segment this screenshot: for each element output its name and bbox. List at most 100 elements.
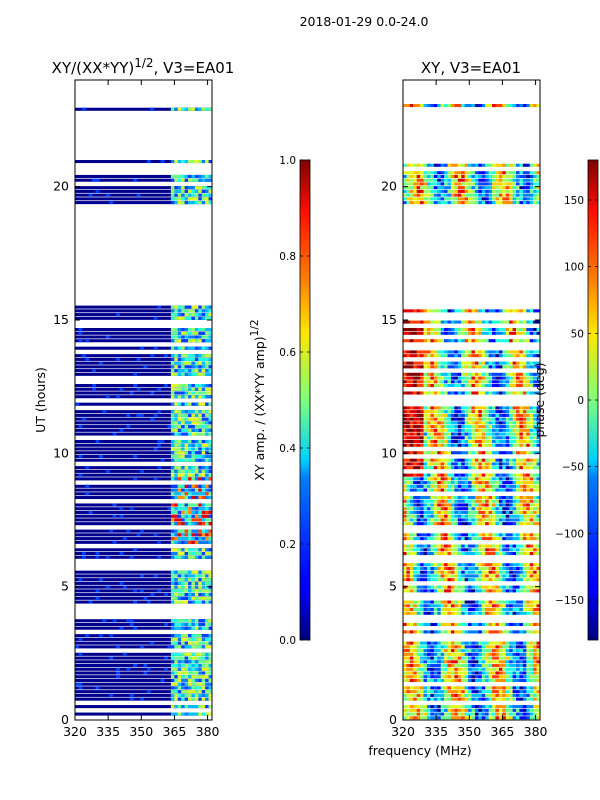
heatmap-cell	[461, 671, 466, 675]
heatmap-row	[75, 477, 212, 481]
heatmap-cell	[170, 645, 175, 649]
heatmap-cell	[522, 350, 527, 354]
heatmap-cell	[116, 671, 120, 675]
heatmap-cell	[177, 421, 182, 425]
heatmap-cell	[509, 380, 513, 384]
heatmap-cell	[516, 432, 520, 436]
heatmap-cell	[433, 189, 438, 193]
heatmap-cell	[416, 189, 421, 193]
heatmap-cell	[522, 406, 527, 410]
heatmap-cell	[146, 160, 151, 164]
heatmap-cell	[403, 656, 407, 660]
heatmap-cell	[170, 186, 175, 190]
heatmap-cell	[184, 428, 189, 432]
heatmap-cell	[512, 380, 517, 384]
heatmap-cell	[170, 537, 175, 541]
heatmap-cell	[529, 570, 534, 574]
heatmap-cell	[471, 193, 476, 197]
heatmap-cell	[174, 656, 179, 660]
heatmap-cell	[194, 488, 199, 492]
heatmap-cell	[526, 425, 531, 429]
heatmap-cell	[184, 369, 189, 373]
heatmap-cell	[461, 163, 466, 167]
heatmap-cell	[208, 335, 212, 339]
heatmap-row	[75, 186, 212, 190]
heatmap-cell	[201, 454, 206, 458]
heatmap-cell	[170, 667, 175, 671]
heatmap-cell	[474, 693, 479, 697]
heatmap-cell	[533, 705, 537, 709]
heatmap-cell	[485, 544, 490, 548]
heatmap-cell	[516, 466, 520, 470]
heatmap-cell	[461, 510, 466, 514]
heatmap-cell	[526, 432, 531, 436]
heatmap-cell	[406, 712, 411, 716]
heatmap-cell	[454, 410, 459, 414]
heatmap-cell	[481, 533, 486, 537]
heatmap-cell	[536, 484, 540, 488]
heatmap-cell	[522, 186, 527, 190]
heatmap-cell	[437, 488, 442, 492]
heatmap-cell	[208, 305, 212, 309]
heatmap-cell	[440, 604, 445, 608]
heatmap-cell	[492, 507, 496, 511]
heatmap-cell	[505, 309, 510, 313]
heatmap-cell	[512, 608, 517, 612]
heatmap-cell	[177, 533, 182, 537]
heatmap-cell	[529, 410, 534, 414]
heatmap-cell	[426, 507, 431, 511]
heatmap-cell	[495, 544, 500, 548]
heatmap-cell	[509, 406, 513, 410]
heatmap-cell	[423, 361, 428, 365]
heatmap-cell	[177, 634, 182, 638]
heatmap-cell	[444, 432, 448, 436]
heatmap-cell	[188, 421, 192, 425]
heatmap-cell	[492, 425, 496, 429]
heatmap-cell	[208, 540, 212, 544]
heatmap-cell	[413, 552, 418, 556]
heatmap-cell	[191, 675, 196, 679]
heatmap-cell	[492, 428, 496, 432]
heatmap-cell	[516, 630, 520, 634]
heatmap-cell	[198, 107, 203, 111]
heatmap-cell	[208, 537, 212, 541]
heatmap-cell	[437, 178, 442, 182]
heatmap-cell	[471, 671, 476, 675]
heatmap-cell	[485, 361, 490, 365]
heatmap-row	[75, 328, 212, 332]
heatmap-cell	[416, 413, 421, 417]
heatmap-cell	[146, 600, 151, 604]
heatmap-cell	[526, 178, 531, 182]
heatmap-cell	[450, 425, 455, 429]
heatmap-cell	[198, 331, 203, 335]
heatmap-cell	[529, 451, 534, 455]
heatmap-cell	[481, 350, 486, 354]
heatmap-cell	[413, 484, 418, 488]
heatmap-cell	[498, 189, 503, 193]
heatmap-cell	[492, 514, 496, 518]
heatmap-cell	[454, 600, 459, 604]
heatmap-cell	[492, 473, 496, 477]
heatmap-cell	[529, 458, 534, 462]
heatmap-cell	[461, 566, 466, 570]
heatmap-cell	[409, 193, 414, 197]
heatmap-cell	[205, 417, 209, 421]
heatmap-cell	[488, 671, 493, 675]
heatmap-cell	[205, 667, 209, 671]
heatmap-cell	[474, 667, 479, 671]
heatmap-cell	[184, 533, 189, 537]
heatmap-cell	[485, 690, 490, 694]
heatmap-cell	[492, 443, 496, 447]
heatmap-cell	[433, 552, 438, 556]
heatmap-cell	[177, 477, 182, 481]
heatmap-cell	[454, 544, 459, 548]
heatmap-cell	[450, 503, 455, 507]
heatmap-cell	[488, 421, 493, 425]
heatmap-cell	[174, 458, 179, 462]
heatmap-cell	[485, 563, 490, 567]
heatmap-cell	[519, 189, 524, 193]
heatmap-cell	[495, 462, 500, 466]
heatmap-cell	[526, 574, 531, 578]
heatmap-cell	[502, 690, 507, 694]
heatmap-cell	[481, 309, 486, 313]
